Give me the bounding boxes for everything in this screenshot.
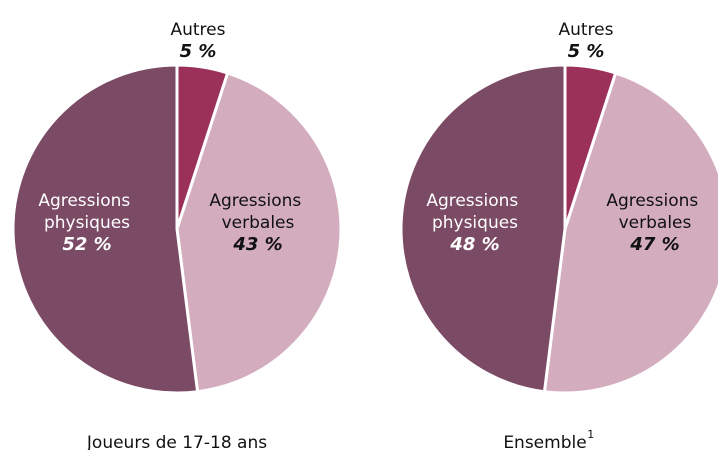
value-label: 47 % <box>629 234 679 255</box>
chart-title: Ensemble <box>503 433 586 450</box>
slice-label: Agressions physiques <box>38 191 135 233</box>
value-label: 52 % <box>62 234 111 255</box>
value-label: 43 % <box>232 234 282 255</box>
value-label: 5 % <box>568 41 605 62</box>
pie-slice <box>11 63 200 395</box>
value-label: 48 % <box>449 234 499 255</box>
slice-label: Autres <box>170 20 225 40</box>
value-label: 5 % <box>180 41 217 62</box>
title-note: 1 <box>587 428 594 441</box>
slice-label: Autres <box>558 20 613 40</box>
pie-slice <box>542 71 718 395</box>
pie-slice <box>175 71 343 394</box>
slice-label: Agressions verbales <box>209 191 306 233</box>
slice-label: Agressions verbales <box>606 191 703 233</box>
slice-label: Agressions physiques <box>426 191 523 233</box>
pie-slice <box>399 63 567 394</box>
chart-title: Joueurs de 17-18 ans <box>86 433 267 450</box>
